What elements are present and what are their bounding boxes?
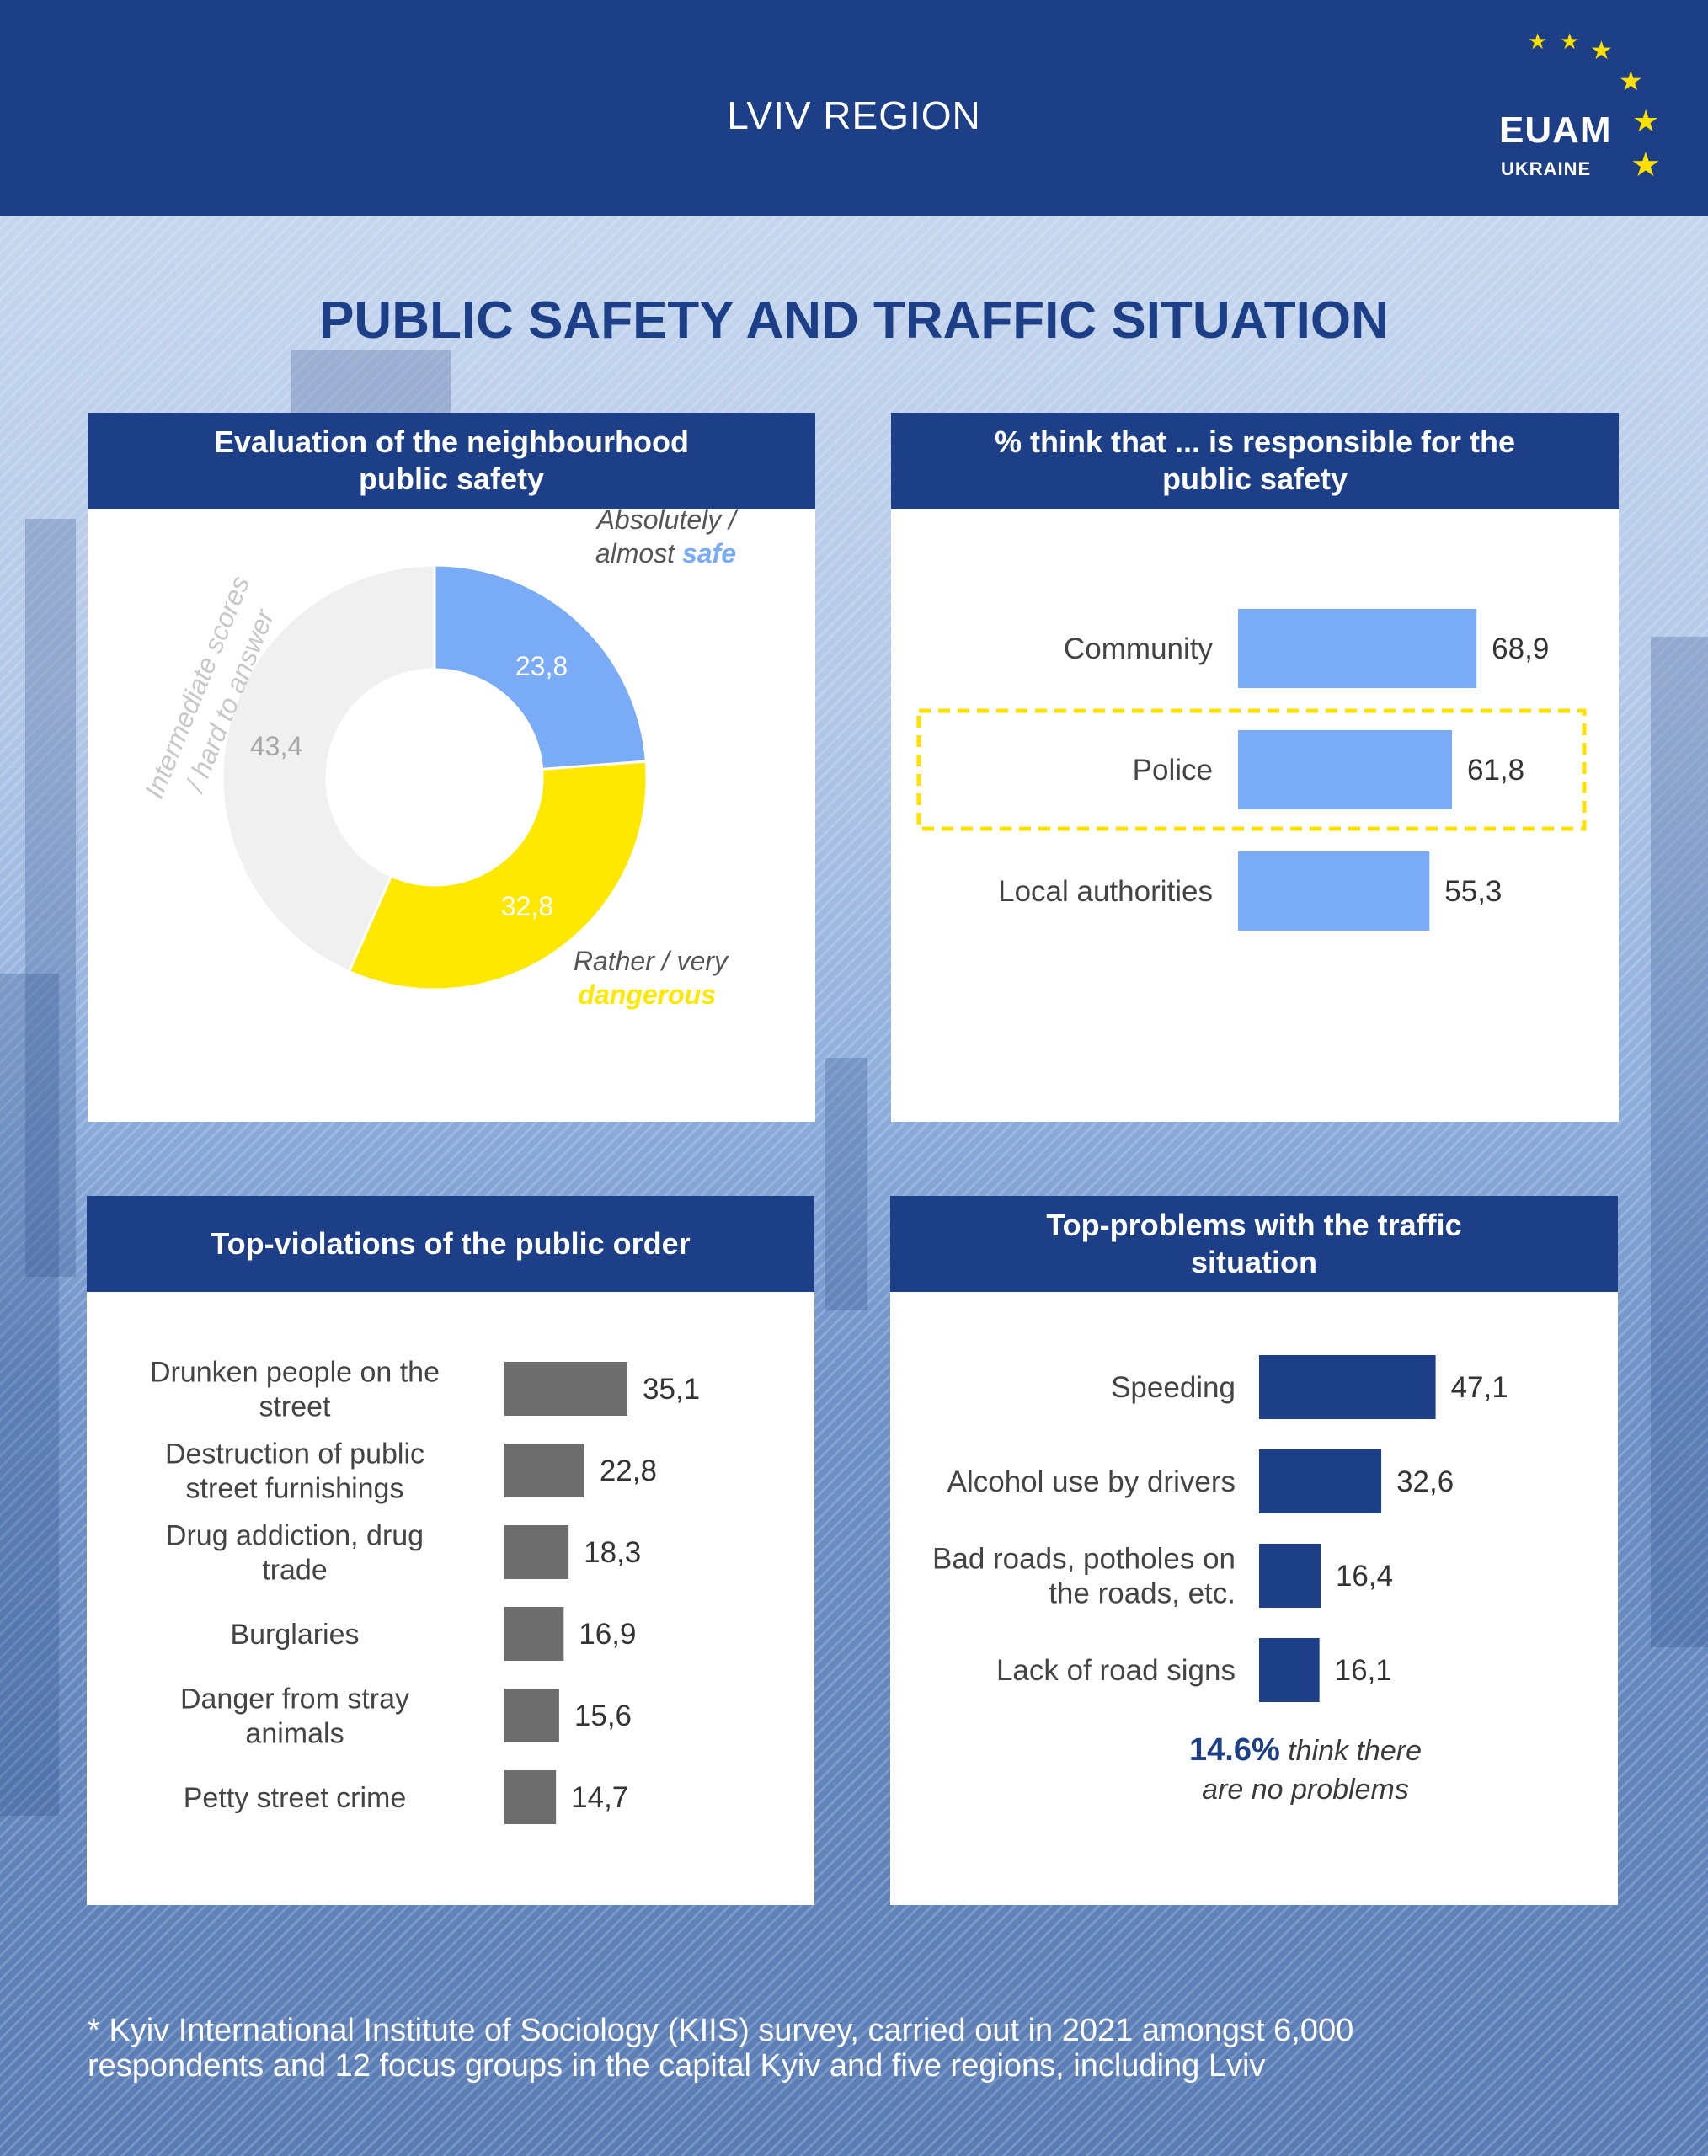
euam-logo: ★ ★ ★ ★ ★ ★ EUAM UKRAINE [1491, 25, 1693, 194]
category-label: Bad roads, potholes on [932, 1543, 1236, 1576]
star-icon: ★ [1631, 147, 1661, 184]
no-problems-text: are no problems [1202, 1774, 1409, 1806]
slice-category-line: almost safe [595, 538, 736, 568]
panel-neighbourhood-safety: Evaluation of the neighbourhood public s… [88, 413, 815, 1122]
logo-brand: EUAM [1499, 109, 1612, 151]
slice-value-label: 32,8 [501, 891, 553, 921]
skyline-building [0, 974, 59, 1816]
panel-title: % think that ... is responsible for the … [891, 413, 1619, 509]
category-label: trade [262, 1555, 328, 1587]
donut-chart: 23,8 Absolutely /almost safe 32,8 Rather / … [138, 504, 739, 1010]
panel-title-line: situation [1191, 1245, 1317, 1279]
donut-slice [347, 760, 649, 991]
category-label: animals [245, 1718, 344, 1750]
category-label: street [259, 1391, 331, 1423]
bar-value-label: 14,7 [571, 1781, 628, 1814]
panel-title-line: Evaluation of the neighbourhood [214, 424, 689, 459]
category-label: Speeding [1111, 1371, 1236, 1404]
bar-value-label: 15,6 [574, 1700, 632, 1732]
panel-title-line: Top-violations of the public order [211, 1226, 691, 1261]
no-problems-percent: 14.6% [1189, 1732, 1280, 1768]
footnote-line: * Kyiv International Institute of Sociol… [88, 2013, 1354, 2048]
bar [504, 1525, 569, 1579]
no-problems-note: 14.6% think there are no problems [1078, 1731, 1533, 1809]
slice-value-label: 43,4 [250, 731, 302, 761]
bar-value-label: 16,1 [1335, 1654, 1392, 1687]
no-problems-text: think there [1279, 1735, 1422, 1767]
category-label: Drunken people on the [150, 1357, 440, 1389]
traffic-bar-chart: 47,1 Speeding 32,6 Alcohol use by drivers 16… [932, 1355, 1508, 1702]
bar [1259, 1638, 1320, 1702]
bar [504, 1444, 584, 1497]
panel-title: Top-problems with the traffic situation [890, 1196, 1618, 1292]
category-label: Local authorities [998, 875, 1213, 908]
footnote-line: respondents and 12 focus groups in the c… [88, 2048, 1266, 2084]
bar [1259, 1544, 1321, 1608]
footnote: * Kyiv International Institute of Sociol… [88, 2013, 1604, 2084]
region-title: LVIV REGION [727, 93, 981, 137]
panel-violations: Top-violations of the public order 35,1 D… [87, 1196, 814, 1905]
category-label: Lack of road signs [996, 1654, 1236, 1687]
bar-value-label: 16,4 [1336, 1560, 1393, 1593]
bar [1238, 851, 1430, 931]
skyline-building [1651, 637, 1708, 1647]
panel-title: Evaluation of the neighbourhood public s… [88, 413, 815, 509]
bar [504, 1689, 559, 1742]
category-label: Destruction of public [165, 1438, 424, 1470]
category-label: Community [1064, 632, 1213, 665]
donut-slice [433, 563, 648, 771]
panel-responsibility: % think that ... is responsible for the … [891, 413, 1619, 1122]
panel-title-line: public safety [1161, 462, 1348, 496]
bar-value-label: 55,3 [1444, 875, 1502, 908]
slice-category-text: almost [595, 538, 682, 568]
panel-title: Top-violations of the public order [87, 1196, 814, 1292]
bar-value-label: 32,6 [1396, 1465, 1454, 1498]
header-bar: LVIV REGION ★ ★ ★ ★ ★ ★ EUAM UKRAINE [0, 0, 1708, 216]
bar [1238, 730, 1452, 809]
slice-category-emphasis: safe [682, 538, 736, 568]
skyline-building [25, 519, 76, 1277]
slice-category-line: Absolutely / [595, 504, 739, 535]
panel-traffic: Top-problems with the traffic situation … [890, 1196, 1618, 1905]
star-icon: ★ [1528, 29, 1548, 54]
star-icon: ★ [1619, 66, 1643, 96]
star-icon: ★ [1560, 29, 1580, 54]
slice-value-label: 23,8 [515, 651, 568, 681]
bar-value-label: 18,3 [584, 1536, 641, 1569]
bar-value-label: 16,9 [579, 1618, 636, 1651]
bar [1238, 609, 1477, 688]
slice-category-emphasis: dangerous [578, 979, 716, 1010]
responsibility-bar-chart: 68,9 Community 61,8 Police 55,3 Local authori… [916, 609, 1587, 931]
bar-value-label: 22,8 [600, 1454, 657, 1487]
category-label: the roads, etc. [1049, 1577, 1236, 1610]
category-label: Petty street crime [184, 1782, 407, 1814]
bar-value-label: 61,8 [1467, 754, 1524, 787]
slice-category-line: Rather / very [574, 946, 729, 976]
star-icon: ★ [1590, 37, 1613, 65]
bar-value-label: 47,1 [1451, 1371, 1508, 1404]
category-label: Drug addiction, drug [166, 1520, 424, 1552]
bar-value-label: 68,9 [1492, 632, 1549, 665]
donut-slice [221, 563, 436, 974]
star-icon: ★ [1632, 104, 1660, 138]
panel-title-line: % think that ... is responsible for the [994, 424, 1516, 459]
panel-title-line: public safety [358, 462, 545, 496]
category-label: Police [1133, 754, 1213, 787]
panel-title-line: Top-problems with the traffic [1046, 1208, 1462, 1242]
category-label: Alcohol use by drivers [947, 1465, 1236, 1498]
bar [1259, 1449, 1382, 1513]
page-title: PUBLIC SAFETY AND TRAFFIC SITUATION [319, 291, 1389, 350]
bar-value-label: 35,1 [643, 1373, 700, 1406]
bar [504, 1770, 557, 1824]
category-label: Burglaries [230, 1619, 359, 1651]
bar [504, 1607, 564, 1661]
category-label: Danger from stray [180, 1684, 409, 1716]
category-label: street furnishings [186, 1473, 404, 1505]
highlight-frame [916, 708, 1587, 831]
logo-subtitle: UKRAINE [1501, 158, 1592, 179]
bar [504, 1362, 628, 1416]
bar [1259, 1355, 1436, 1419]
skyline-building [825, 1058, 867, 1310]
